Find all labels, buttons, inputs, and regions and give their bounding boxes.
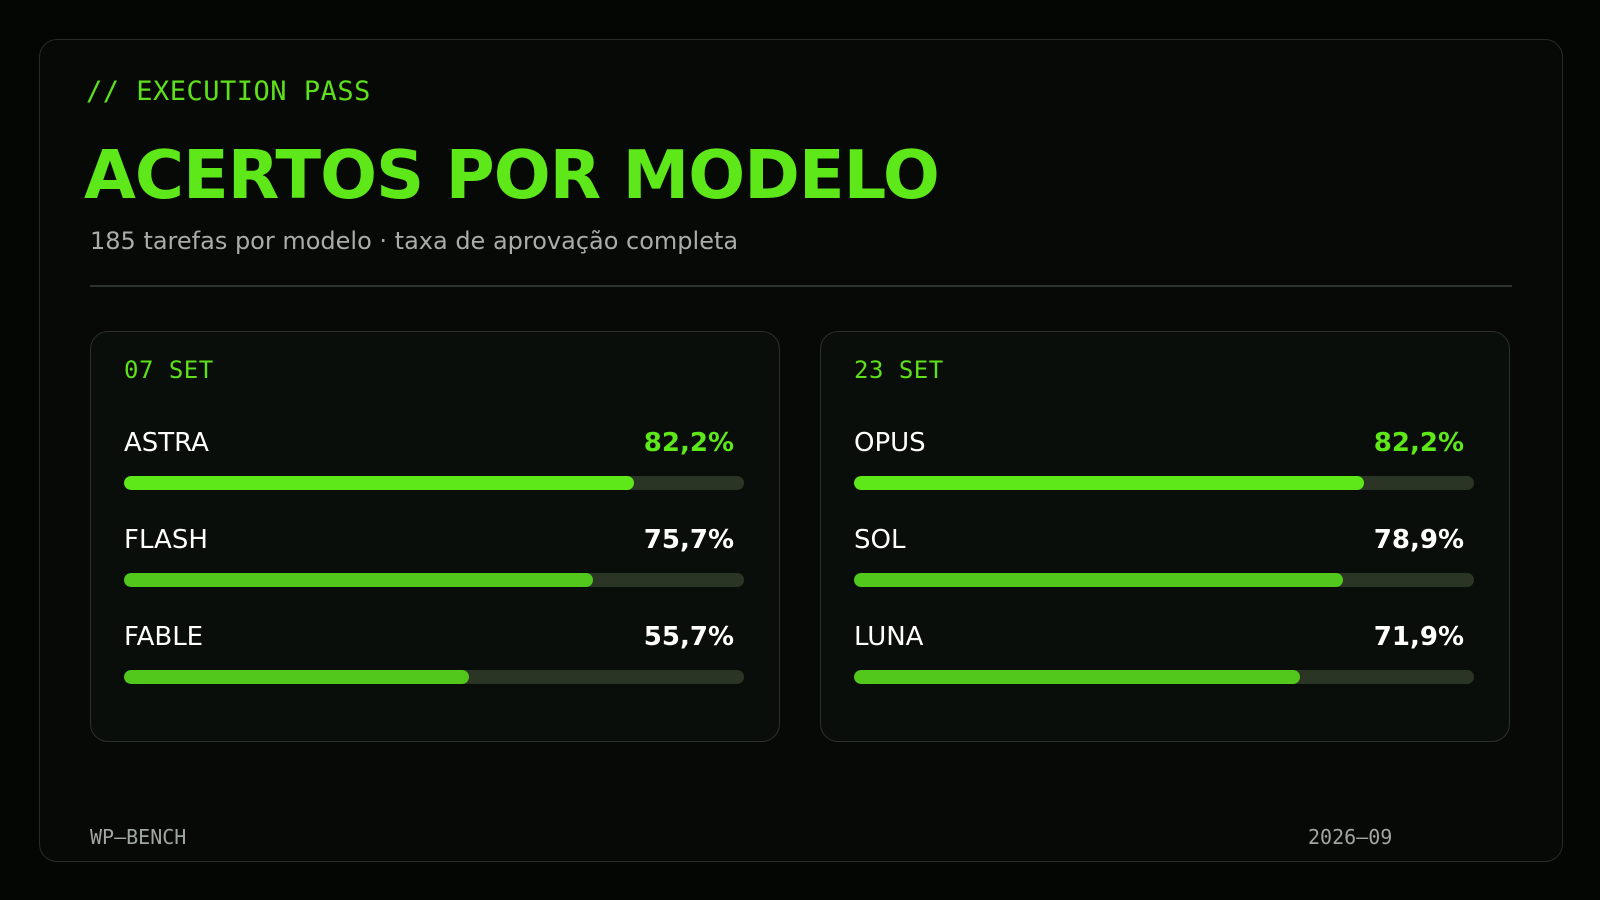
bar-value-label: 82,2% <box>643 428 734 458</box>
bar <box>854 573 1344 587</box>
bar <box>124 573 594 587</box>
chart-panel-1: 07 SET ASTRA 82,2% FLASH 75,7% FABLE 55,7% <box>90 331 780 742</box>
chart-panel-2: 23 SET OPUS 82,2% SOL 78,9% LUNA 71,9% <box>820 331 1510 742</box>
bar <box>124 670 470 684</box>
bar-value-label: 71,9% <box>1373 622 1464 652</box>
bar-value-label: 55,7% <box>643 622 734 652</box>
bar-value-label: 78,9% <box>1373 525 1464 555</box>
bar <box>854 476 1364 490</box>
chart-panel-date: 23 SET <box>854 356 944 384</box>
bar-track <box>124 476 744 490</box>
bar-track <box>124 670 744 684</box>
section-kicker: // EXECUTION PASS <box>86 76 371 107</box>
bar-row: FABLE 55,7% <box>124 622 744 702</box>
bar-label: OPUS <box>854 428 926 458</box>
bar-track <box>124 573 744 587</box>
bar-value-label: 75,7% <box>643 525 734 555</box>
chart-panel-date: 07 SET <box>124 356 214 384</box>
bar-row: LUNA 71,9% <box>854 622 1474 702</box>
bar-track <box>854 573 1474 587</box>
footer-brand: WP–BENCH <box>90 825 187 849</box>
bar <box>854 670 1300 684</box>
footer-period: 2026–09 <box>1308 825 1393 849</box>
bar-track <box>854 670 1474 684</box>
bar-label: SOL <box>854 525 906 555</box>
page-title: ACERTOS POR MODELO <box>84 136 940 214</box>
bar-value-label: 82,2% <box>1373 428 1464 458</box>
header-divider <box>90 285 1512 287</box>
bar-row: ASTRA 82,2% <box>124 428 744 508</box>
bar-track <box>854 476 1474 490</box>
page-subtitle: 185 tarefas por modelo · taxa de aprovaç… <box>90 227 739 255</box>
bar-label: ASTRA <box>124 428 209 458</box>
bar-row: FLASH 75,7% <box>124 525 744 605</box>
bar-label: FABLE <box>124 622 204 652</box>
bar <box>124 476 634 490</box>
bar-label: FLASH <box>124 525 208 555</box>
bar-row: OPUS 82,2% <box>854 428 1474 508</box>
bar-label: LUNA <box>854 622 924 652</box>
bar-row: SOL 78,9% <box>854 525 1474 605</box>
